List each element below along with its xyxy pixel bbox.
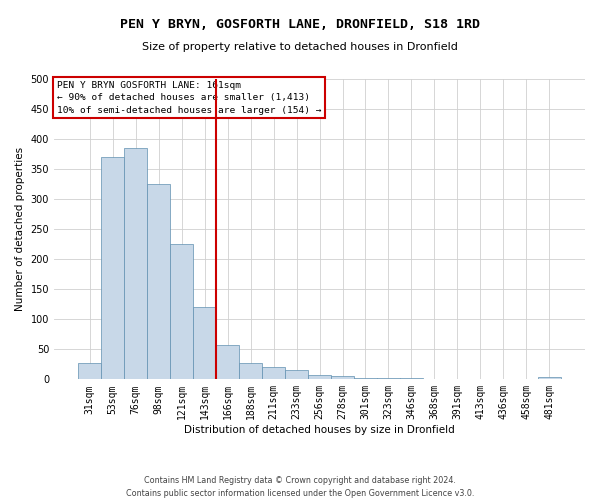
Bar xyxy=(423,378,446,380)
Bar xyxy=(124,148,147,380)
Bar xyxy=(538,377,561,380)
Bar xyxy=(308,375,331,380)
Bar xyxy=(400,378,423,380)
Text: Size of property relative to detached houses in Dronfield: Size of property relative to detached ho… xyxy=(142,42,458,52)
Text: Contains HM Land Registry data © Crown copyright and database right 2024.
Contai: Contains HM Land Registry data © Crown c… xyxy=(126,476,474,498)
Bar xyxy=(78,363,101,380)
Bar xyxy=(239,363,262,380)
Bar xyxy=(101,157,124,380)
Bar xyxy=(170,244,193,380)
Bar xyxy=(354,378,377,380)
Bar xyxy=(331,376,354,380)
Bar xyxy=(446,378,469,380)
Bar xyxy=(262,368,285,380)
Y-axis label: Number of detached properties: Number of detached properties xyxy=(15,147,25,311)
Bar xyxy=(377,378,400,380)
Text: PEN Y BRYN GOSFORTH LANE: 161sqm
← 90% of detached houses are smaller (1,413)
10: PEN Y BRYN GOSFORTH LANE: 161sqm ← 90% o… xyxy=(56,80,321,114)
X-axis label: Distribution of detached houses by size in Dronfield: Distribution of detached houses by size … xyxy=(184,425,455,435)
Text: PEN Y BRYN, GOSFORTH LANE, DRONFIELD, S18 1RD: PEN Y BRYN, GOSFORTH LANE, DRONFIELD, S1… xyxy=(120,18,480,30)
Bar xyxy=(193,308,216,380)
Bar xyxy=(216,345,239,380)
Bar xyxy=(147,184,170,380)
Bar xyxy=(285,370,308,380)
